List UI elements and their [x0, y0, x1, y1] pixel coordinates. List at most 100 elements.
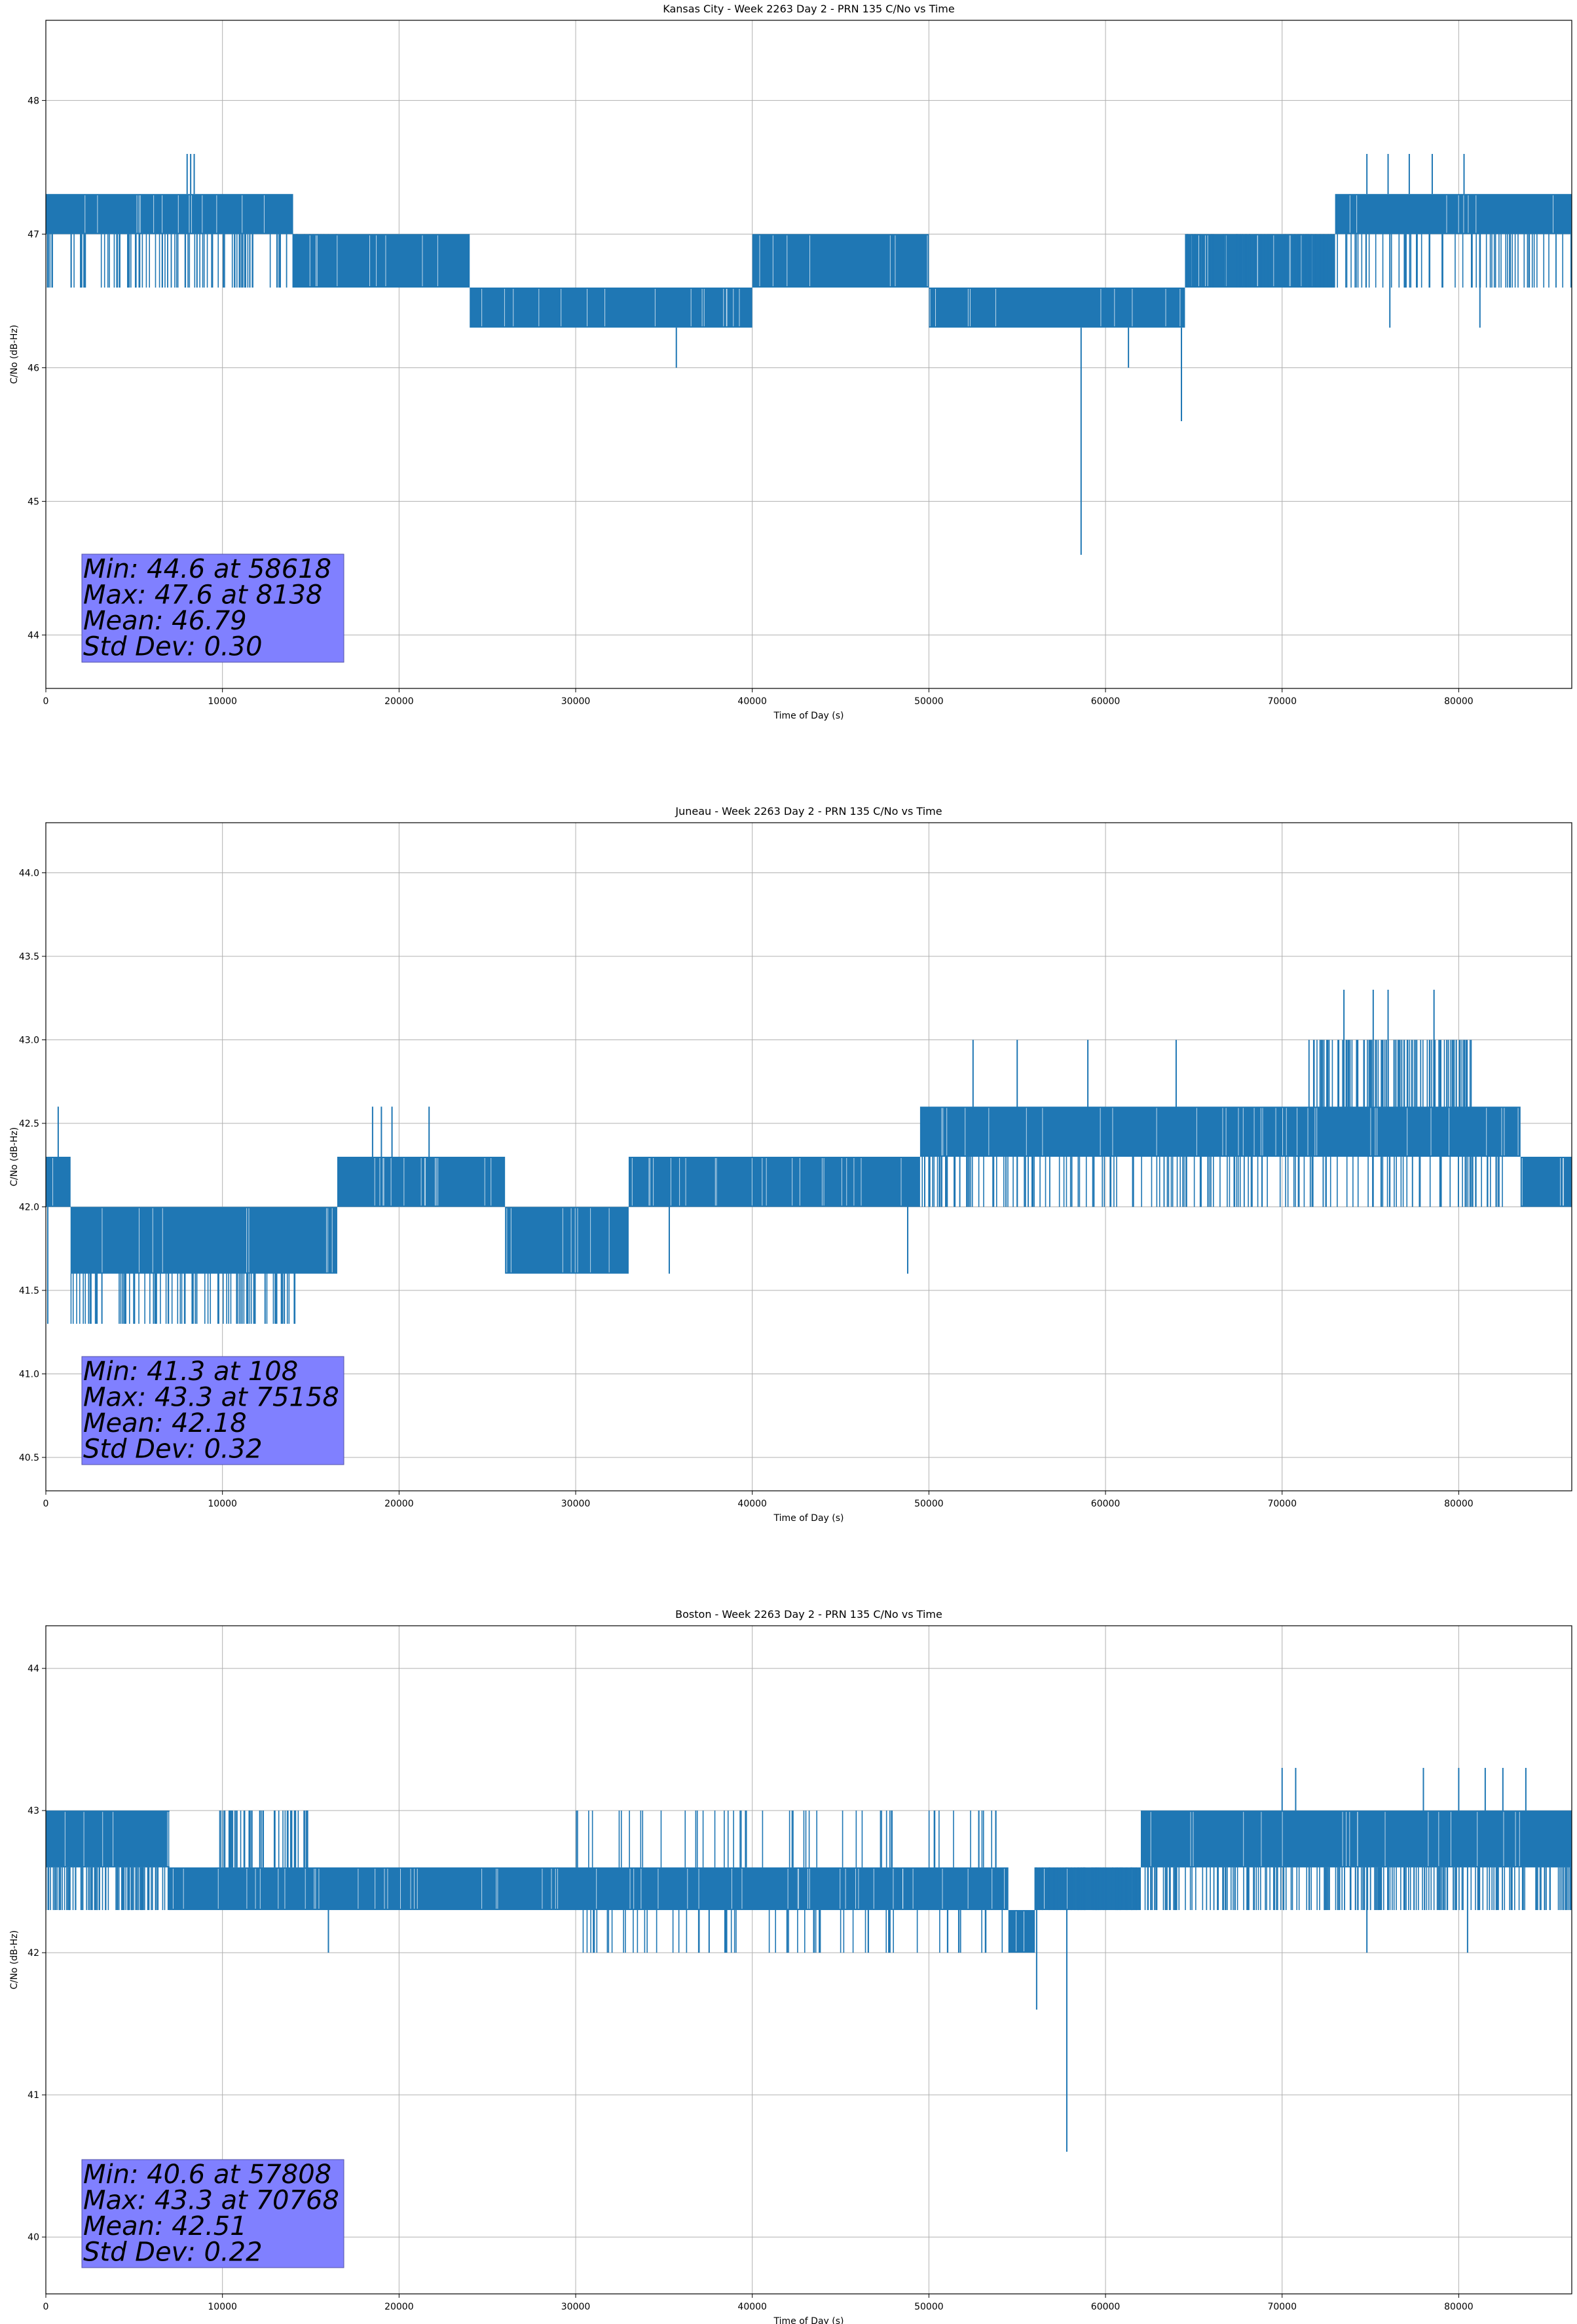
- series-band: [46, 1157, 71, 1207]
- stat-mean: Mean: 42.18: [83, 1408, 247, 1438]
- x-tick-label: 70000: [1267, 1499, 1297, 1509]
- x-tick-label: 30000: [561, 1499, 591, 1509]
- y-tick-label: 40: [28, 2232, 39, 2243]
- chart-panel-2: Juneau - Week 2263 Day 2 - PRN 135 C/No …: [9, 805, 1572, 1524]
- y-tick-label: 41: [28, 2090, 39, 2101]
- x-tick-label: 60000: [1091, 2302, 1121, 2312]
- cno-series: [45, 1768, 1572, 2152]
- y-tick-label: 43.0: [19, 1036, 39, 1046]
- axes-frame: [45, 20, 1572, 689]
- x-tick-label: 60000: [1091, 696, 1121, 707]
- cno-series: [46, 990, 1572, 1324]
- y-tick-label: 42.0: [19, 1203, 39, 1213]
- stat-min: Min: 40.6 at 57808: [83, 2160, 331, 2190]
- x-tick-label: 0: [43, 1499, 49, 1509]
- series-band: [1035, 1867, 1141, 1911]
- x-tick-label: 80000: [1444, 2302, 1474, 2312]
- y-tick-label: 44.0: [19, 869, 39, 879]
- series-band: [1520, 1157, 1572, 1207]
- series-band: [46, 1810, 170, 1867]
- chart-panel-3: Boston - Week 2263 Day 2 - PRN 135 C/No …: [9, 1608, 1572, 2324]
- x-tick-label: 0: [43, 2302, 49, 2312]
- x-tick-label: 70000: [1267, 2302, 1297, 2312]
- x-tick-label: 70000: [1267, 696, 1297, 707]
- y-tick-label: 44: [28, 1664, 39, 1674]
- series-band: [169, 1867, 1009, 1911]
- chart-title: Boston - Week 2263 Day 2 - PRN 135 C/No …: [675, 1608, 942, 1621]
- x-tick-label: 0: [43, 696, 49, 707]
- axes-frame: [45, 822, 1572, 1491]
- series-band: [46, 194, 293, 234]
- x-tick-label: 10000: [208, 1499, 237, 1509]
- y-axis-label: C/No (dB-Hz): [9, 325, 20, 384]
- stat-min: Min: 44.6 at 58618: [83, 554, 331, 584]
- stat-min: Min: 41.3 at 108: [83, 1357, 298, 1387]
- y-tick-label: 46: [28, 363, 39, 373]
- x-tick-label: 10000: [208, 2302, 237, 2312]
- stat-max: Max: 43.3 at 75158: [83, 1383, 339, 1413]
- x-tick-label: 50000: [914, 696, 944, 707]
- stat-max: Max: 43.3 at 70768: [83, 2186, 339, 2216]
- stat-max: Max: 47.6 at 8138: [83, 580, 322, 610]
- x-tick-label: 30000: [561, 2302, 591, 2312]
- x-tick-label: 80000: [1444, 696, 1474, 707]
- axes-frame: [45, 1625, 1572, 2295]
- series-band: [293, 234, 470, 288]
- chart-title: Juneau - Week 2263 Day 2 - PRN 135 C/No …: [675, 805, 942, 817]
- x-tick-label: 20000: [384, 696, 414, 707]
- x-tick-label: 40000: [737, 1499, 767, 1509]
- x-tick-label: 20000: [384, 2302, 414, 2312]
- stat-mean: Mean: 42.51: [83, 2211, 247, 2241]
- y-tick-label: 41.5: [19, 1286, 39, 1296]
- series-band: [1008, 1910, 1035, 1953]
- y-tick-label: 47: [28, 229, 39, 240]
- x-tick-label: 10000: [208, 696, 237, 707]
- series-band: [929, 288, 1185, 328]
- y-tick-label: 40.5: [19, 1453, 39, 1463]
- x-axis-label: Time of Day (s): [773, 1513, 844, 1524]
- stat-std-dev: Std Dev: 0.22: [83, 2238, 263, 2268]
- series-band: [752, 234, 929, 288]
- y-tick-label: 48: [28, 96, 39, 106]
- y-tick-label: 45: [28, 497, 39, 507]
- stats-box-background: [81, 553, 344, 663]
- y-tick-label: 43.5: [19, 952, 39, 962]
- series-band: [1140, 1810, 1572, 1867]
- chart-panel-1: Kansas City - Week 2263 Day 2 - PRN 135 …: [9, 3, 1572, 721]
- x-tick-label: 40000: [737, 696, 767, 707]
- y-tick-label: 42.5: [19, 1119, 39, 1129]
- x-tick-label: 30000: [561, 696, 591, 707]
- y-tick-label: 42: [28, 1948, 39, 1959]
- series-band: [1335, 194, 1572, 234]
- y-axis-label: C/No (dB-Hz): [9, 1930, 20, 1989]
- x-axis-label: Time of Day (s): [773, 711, 844, 721]
- y-axis-label: C/No (dB-Hz): [9, 1127, 20, 1186]
- x-tick-label: 60000: [1091, 1499, 1121, 1509]
- series-band: [919, 1106, 1521, 1157]
- x-tick-label: 20000: [384, 1499, 414, 1509]
- cno-series: [46, 154, 1572, 555]
- series-band: [505, 1207, 629, 1274]
- series-band: [1185, 234, 1335, 288]
- y-tick-label: 44: [28, 630, 39, 641]
- stat-mean: Mean: 46.79: [83, 606, 247, 636]
- stats-box-background: [81, 2159, 344, 2268]
- stat-std-dev: Std Dev: 0.32: [83, 1434, 263, 1465]
- x-tick-label: 50000: [914, 1499, 944, 1509]
- x-tick-label: 50000: [914, 2302, 944, 2312]
- x-tick-label: 80000: [1444, 1499, 1474, 1509]
- series-band: [70, 1207, 337, 1274]
- y-tick-label: 41.0: [19, 1370, 39, 1380]
- x-axis-label: Time of Day (s): [773, 2316, 844, 2324]
- series-band: [628, 1157, 920, 1207]
- chart-title: Kansas City - Week 2263 Day 2 - PRN 135 …: [663, 3, 954, 15]
- series-band: [470, 288, 752, 328]
- y-tick-label: 43: [28, 1806, 39, 1816]
- x-tick-label: 40000: [737, 2302, 767, 2312]
- stats-box-background: [81, 1356, 344, 1465]
- stat-std-dev: Std Dev: 0.30: [83, 632, 263, 662]
